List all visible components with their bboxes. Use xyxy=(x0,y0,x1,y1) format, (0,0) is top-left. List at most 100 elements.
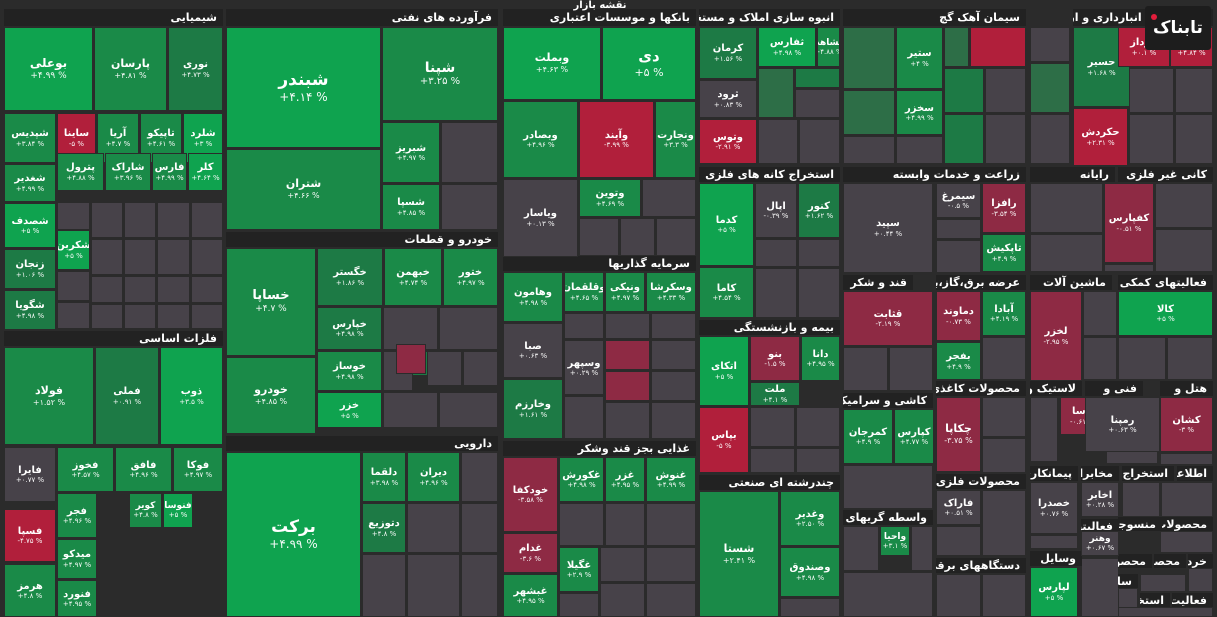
stock-cell[interactable] xyxy=(1161,482,1213,517)
stock-tile[interactable]: فجر +۴.۹۶ % xyxy=(57,493,97,538)
stock-cell[interactable] xyxy=(1030,234,1103,272)
stock-tile[interactable]: ویاسار +۰.۱۳ % xyxy=(503,179,578,257)
stock-cell[interactable] xyxy=(1129,68,1174,113)
stock-cell[interactable] xyxy=(642,179,696,217)
stock-cell[interactable] xyxy=(1081,558,1119,617)
stock-cell[interactable] xyxy=(985,114,1026,164)
stock-tile[interactable]: کپارس +۴.۷۷ % xyxy=(894,409,934,464)
stock-cell[interactable] xyxy=(157,304,190,329)
stock-tile[interactable]: لپارس +۵ % xyxy=(1030,567,1078,617)
stock-cell[interactable] xyxy=(191,304,223,329)
stock-tile[interactable]: غگیلا +۲.۹ % xyxy=(559,547,599,592)
stock-cell[interactable] xyxy=(646,583,696,617)
stock-tile[interactable]: خساپا +۴.۷ % xyxy=(226,248,316,356)
sector-header-tech[interactable]: فنی و xyxy=(1085,381,1143,396)
stock-tile[interactable]: ثشاهد+۴.۸۸ % xyxy=(817,27,840,67)
stock-cell[interactable] xyxy=(1030,27,1070,62)
sector-header-info[interactable]: اطلاعات xyxy=(1177,466,1213,481)
stock-tile[interactable]: سپید +۰.۴۴ % xyxy=(843,183,933,273)
stock-tile[interactable]: فملی +۰.۹۱ % xyxy=(95,347,159,445)
sector-header-activ[interactable]: فعالیتها xyxy=(1081,519,1119,533)
stock-cell[interactable] xyxy=(1030,535,1078,549)
stock-cell[interactable] xyxy=(936,219,981,239)
stock-cell[interactable] xyxy=(441,184,498,230)
stock-tile[interactable]: تاپکیش +۴.۹ % xyxy=(982,234,1026,272)
sector-header-supply[interactable]: عرضه برق،گاز،بخار xyxy=(936,275,1026,290)
stock-tile[interactable]: قثابت -۲.۱۹ % xyxy=(843,291,933,346)
stock-cell[interactable] xyxy=(407,554,460,617)
stock-tile[interactable]: آبادا +۴.۱۹ % xyxy=(982,291,1026,336)
stock-cell[interactable] xyxy=(564,396,604,439)
stock-cell[interactable] xyxy=(362,554,406,617)
sector-header-activ2[interactable]: فعالیت xyxy=(1172,593,1213,607)
sector-header-extract[interactable]: استخراج xyxy=(1122,466,1174,481)
stock-cell[interactable] xyxy=(1030,63,1070,113)
stock-cell[interactable] xyxy=(843,572,933,617)
stock-cell[interactable] xyxy=(780,598,840,617)
stock-tile[interactable]: پترول +۴.۸۸ % xyxy=(57,153,104,191)
sector-header-chem[interactable]: شیمیایی xyxy=(4,9,223,26)
sector-header-machinery[interactable]: ماشین آلات xyxy=(1030,275,1112,290)
stock-tile[interactable]: فسپا -۴.۷۵ % xyxy=(4,509,56,562)
stock-tile[interactable]: فوکا +۴.۹۷ % xyxy=(173,447,223,492)
stock-tile[interactable]: خصدرا +۰.۷۶ % xyxy=(1030,482,1078,534)
stock-tile[interactable]: شصدف +۵ % xyxy=(4,203,56,248)
stock-tile[interactable]: وخارزم +۱.۶۱ % xyxy=(503,379,563,439)
stock-tile[interactable]: هرمز +۴.۸ % xyxy=(4,564,56,617)
stock-tile[interactable]: شغدیر +۴.۹۹ % xyxy=(4,164,56,202)
sector-header-computer[interactable]: رایانه xyxy=(1030,167,1115,182)
stock-cell[interactable] xyxy=(843,90,895,135)
stock-cell[interactable] xyxy=(441,122,498,183)
sector-header-multi[interactable]: چندرشته ای صنعتی xyxy=(699,475,840,490)
stock-cell[interactable] xyxy=(57,302,90,329)
stock-tile[interactable]: بفجر +۴.۹ % xyxy=(936,342,981,380)
stock-tile[interactable]: ذوب +۳.۵ % xyxy=(160,347,223,445)
stock-tile[interactable]: غدام -۳.۶ % xyxy=(503,533,558,573)
stock-tile[interactable]: ستیر +۴ % xyxy=(896,27,943,89)
stock-cell[interactable] xyxy=(944,27,969,67)
stock-cell[interactable] xyxy=(91,304,123,329)
stock-cell[interactable] xyxy=(605,313,650,339)
stock-cell[interactable] xyxy=(843,27,895,89)
sector-header-hotel[interactable]: هتل و xyxy=(1160,381,1213,396)
sector-header-banks[interactable]: بانکها و موسسات اعتباری xyxy=(503,9,696,26)
stock-cell[interactable] xyxy=(600,583,645,617)
stock-cell[interactable] xyxy=(439,307,498,350)
sector-header-auxfin[interactable]: فعالیتهای کمکی به xyxy=(1118,275,1213,290)
stock-tile[interactable]: خگستر +۱.۸۶ % xyxy=(317,248,383,306)
stock-cell[interactable] xyxy=(1122,482,1160,517)
stock-tile[interactable]: خبهمن +۴.۷۴ % xyxy=(384,248,442,306)
stock-cell[interactable] xyxy=(1175,68,1213,113)
stock-tile[interactable]: خپارس +۴.۹۸ % xyxy=(317,307,382,350)
stock-cell[interactable] xyxy=(157,276,190,303)
stock-cell[interactable] xyxy=(600,547,645,582)
stock-cell[interactable] xyxy=(1155,183,1213,228)
stock-tile[interactable]: شاراک +۳.۹۶ % xyxy=(105,153,151,191)
stock-tile[interactable]: شبندر +۴.۱۴ % xyxy=(226,27,381,148)
stock-cell[interactable] xyxy=(191,202,223,238)
sector-header-cement[interactable]: سیمان آهک گچ xyxy=(843,9,1026,26)
stock-cell[interactable] xyxy=(461,452,498,502)
stock-cell[interactable] xyxy=(383,307,438,350)
sector-header-electric[interactable]: دستگاههای برقی xyxy=(936,558,1026,573)
sector-header-tile[interactable]: کاشی و سرامیک xyxy=(843,393,933,408)
stock-tile[interactable]: کفپارس -۰.۵۱ % xyxy=(1104,183,1154,263)
stock-cell[interactable] xyxy=(944,114,984,164)
stock-cell[interactable] xyxy=(982,397,1026,437)
stock-cell[interactable] xyxy=(936,240,981,273)
stock-cell[interactable] xyxy=(651,313,696,339)
stock-cell[interactable] xyxy=(461,503,498,553)
stock-cell[interactable] xyxy=(651,340,696,370)
sector-header-extr2[interactable]: استخر xyxy=(1140,593,1170,607)
stock-tile[interactable]: واحیا +۳.۱ % xyxy=(880,526,910,556)
stock-tile[interactable]: پارسان +۴.۸۱ % xyxy=(94,27,167,111)
sector-header-invest[interactable]: سرمایه گذاریها xyxy=(503,256,696,271)
stock-tile[interactable]: برکت +۴.۹۹ % xyxy=(226,452,361,617)
stock-cell[interactable] xyxy=(191,239,223,275)
stock-cell[interactable] xyxy=(564,313,604,339)
sector-header-paper[interactable]: محصولات کاغذی xyxy=(936,381,1026,396)
stock-cell[interactable] xyxy=(755,239,797,267)
stock-tile[interactable]: کلر +۴.۶۴ % xyxy=(188,153,223,191)
stock-cell[interactable] xyxy=(843,465,933,509)
stock-tile[interactable]: دانا +۴.۹۵ % xyxy=(801,336,840,381)
